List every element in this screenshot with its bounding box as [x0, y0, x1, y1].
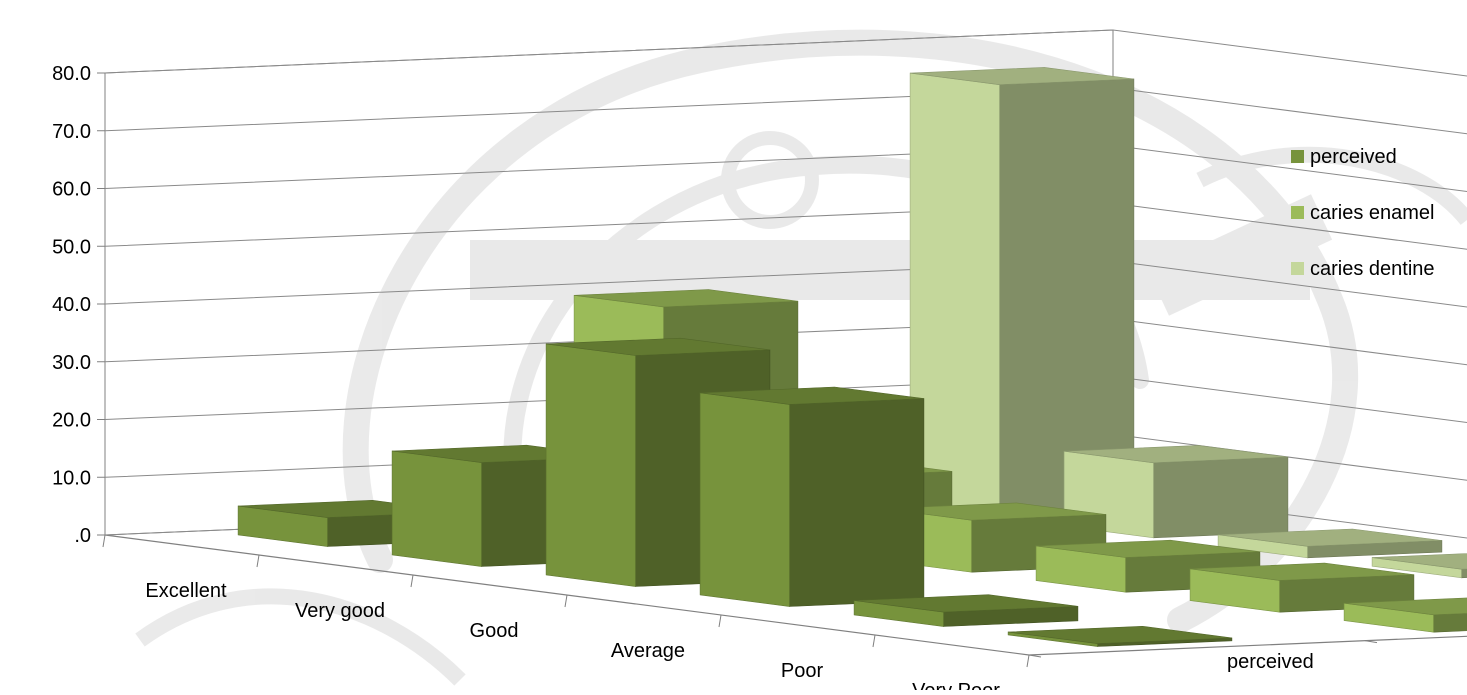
y-tick-label: 70.0: [52, 121, 91, 143]
y-tick-label: 10.0: [52, 467, 91, 489]
y-axis: .0 10.0 20.0 30.0 40.0 50.0 60.0 70.0 80.0: [52, 63, 105, 547]
legend-item-caries-enamel: caries enamel: [1291, 202, 1435, 224]
x-tick-mark: [257, 555, 259, 567]
bar-caries-enamel-very-poor: [1344, 598, 1467, 633]
bar-perceived-poor: [854, 595, 1078, 627]
x-tick-mark: [873, 635, 875, 647]
bar-perceived-very-poor: [1008, 626, 1232, 646]
depth-label-perceived: perceived: [1227, 651, 1314, 673]
legend-swatch: [1291, 150, 1304, 163]
legend-label: caries dentine: [1310, 258, 1435, 280]
x-tick-label-very-good: Very good: [295, 600, 385, 622]
legend-label: perceived: [1310, 146, 1397, 168]
legend-label: caries enamel: [1310, 202, 1435, 224]
x-tick-label-average: Average: [611, 640, 685, 662]
y-tick-label: 80.0: [52, 63, 91, 85]
y-tick-label: 60.0: [52, 179, 91, 201]
y-tick-label: 20.0: [52, 410, 91, 432]
x-tick-mark: [719, 615, 721, 627]
legend-swatch: [1291, 206, 1304, 219]
x-tick-label-poor: Poor: [781, 660, 824, 682]
x-tick-mark: [103, 535, 105, 547]
legend-swatch: [1291, 262, 1304, 275]
x-tick-label-very-poor: Very Poor: [912, 680, 1000, 690]
legend-item-caries-dentine: caries dentine: [1291, 258, 1435, 280]
x-tick-mark: [411, 575, 413, 587]
x-tick-label-excellent: Excellent: [145, 580, 227, 602]
y-tick-label: 50.0: [52, 236, 91, 258]
x-tick-mark: [565, 595, 567, 607]
legend: perceived caries enamel caries dentine: [1291, 146, 1435, 280]
y-tick-label: .0: [74, 525, 91, 547]
x-tick-mark: [1027, 655, 1029, 667]
x-tick-label-good: Good: [470, 620, 519, 642]
y-tick-label: 30.0: [52, 352, 91, 374]
bar-perceived-average: [700, 387, 924, 607]
y-tick-label: 40.0: [52, 294, 91, 316]
